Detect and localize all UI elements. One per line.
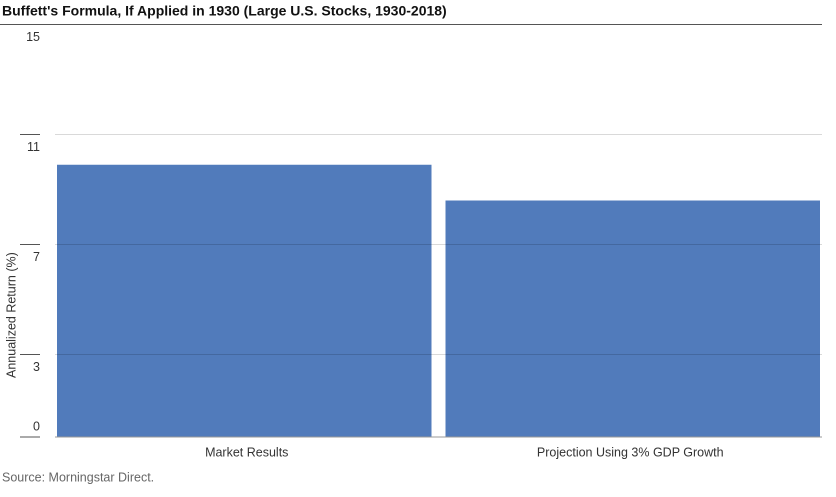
bar (57, 164, 432, 437)
x-tick-label: Projection Using 3% GDP Growth (537, 445, 724, 459)
y-tick-label: 11 (27, 140, 40, 154)
y-tick-label: 0 (33, 419, 40, 433)
y-tick-label: 7 (33, 250, 40, 264)
source-note: Source: Morningstar Direct. (2, 470, 154, 484)
y-axis-label: Annualized Return (%) (4, 252, 18, 378)
bar (445, 200, 820, 437)
y-tick-label: 3 (33, 360, 40, 374)
x-tick-label: Market Results (205, 445, 288, 459)
y-tick-label: 15 (26, 30, 40, 44)
chart-title: Buffett's Formula, If Applied in 1930 (L… (2, 3, 447, 19)
